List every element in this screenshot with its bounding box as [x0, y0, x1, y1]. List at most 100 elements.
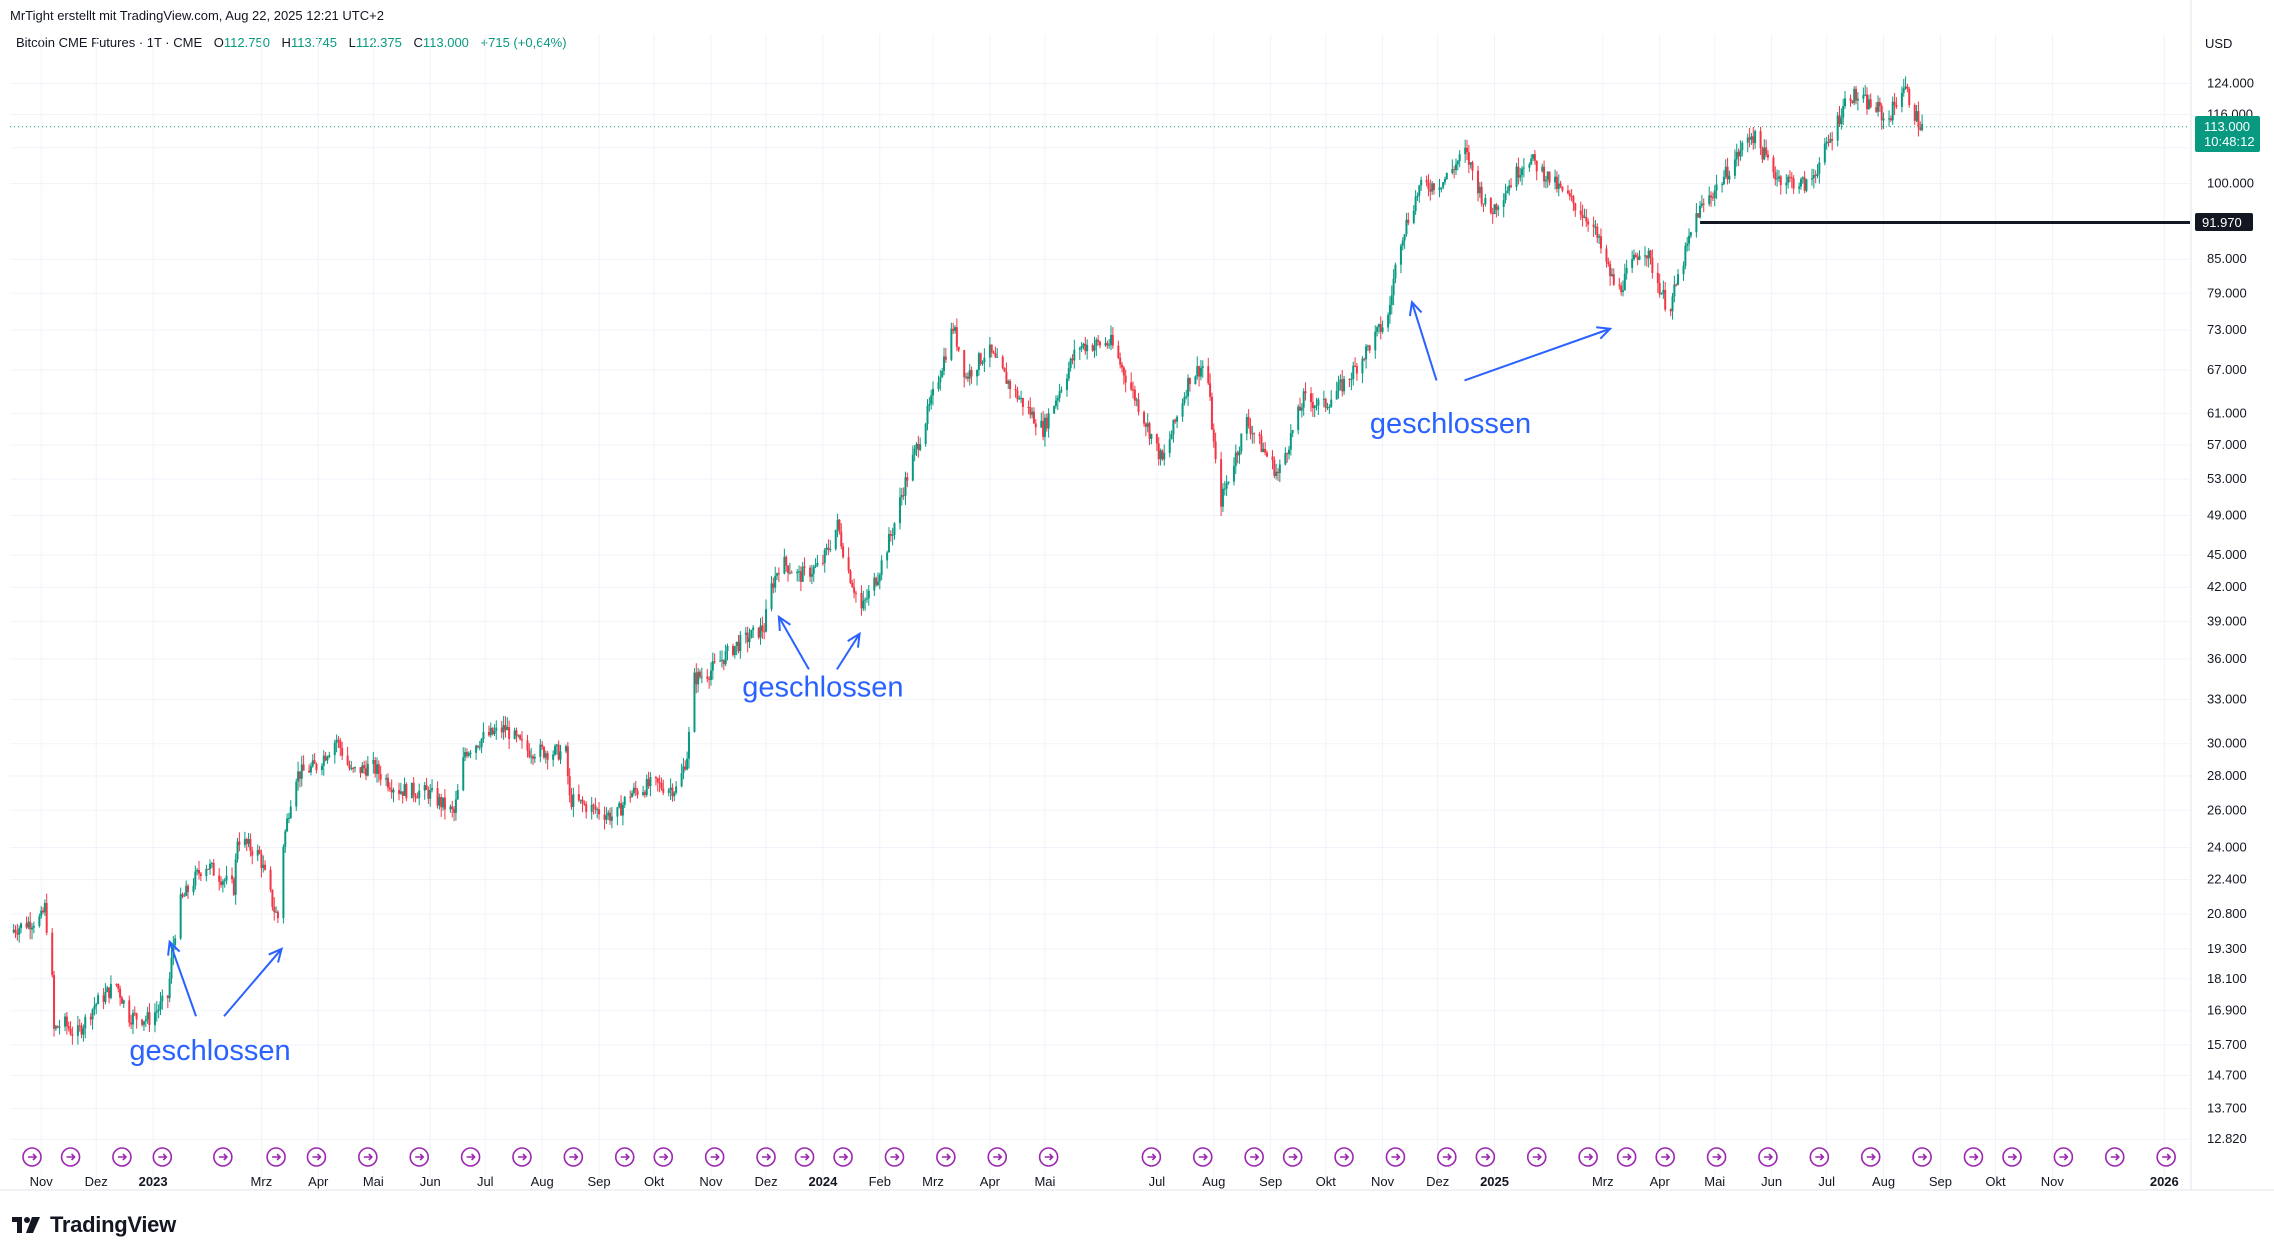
- candle-body: [1405, 219, 1408, 235]
- candle-body: [605, 815, 608, 820]
- candle-body: [295, 781, 298, 807]
- candle-body: [1849, 98, 1852, 101]
- candle-body: [1214, 441, 1217, 460]
- y-tick-label: 18.100: [2207, 971, 2247, 986]
- tradingview-logo[interactable]: TradingView: [12, 1212, 176, 1238]
- candle-body: [1605, 248, 1608, 262]
- candle-body: [335, 739, 338, 743]
- candle-body: [1258, 434, 1261, 436]
- candle-body: [1135, 399, 1138, 401]
- candle-body: [1649, 250, 1652, 258]
- candle-body: [1735, 151, 1738, 160]
- candle-body: [1579, 210, 1582, 215]
- event-marker: [1282, 1147, 1303, 1167]
- candle-body: [955, 327, 958, 347]
- candle-body: [757, 627, 760, 638]
- x-tick-label: Jul: [1149, 1174, 1166, 1189]
- candle-body: [530, 756, 533, 758]
- candle-body: [67, 1026, 70, 1029]
- currency-label[interactable]: USD: [2205, 36, 2232, 51]
- candle-body: [300, 764, 303, 779]
- candle-body: [194, 871, 197, 886]
- candle-body: [1297, 406, 1300, 431]
- symbol-name[interactable]: Bitcoin CME Futures · 1T · CME: [16, 35, 203, 50]
- x-tick-label: 2026: [2150, 1174, 2179, 1189]
- candle-body: [1348, 378, 1351, 380]
- candle-body: [1688, 235, 1691, 244]
- event-marker: [358, 1147, 378, 1167]
- candle-body: [135, 1013, 138, 1020]
- x-tick-label: Sep: [1929, 1174, 1952, 1189]
- candle-body: [774, 575, 777, 588]
- candle-body: [1888, 118, 1891, 120]
- annotation-arrow: [223, 948, 283, 1017]
- candle-body: [950, 328, 953, 360]
- candle-body: [1632, 254, 1635, 260]
- candle-body: [513, 730, 516, 739]
- candle-body: [425, 785, 428, 790]
- candle-body: [1908, 88, 1911, 105]
- candle-body: [981, 362, 984, 364]
- candle-body: [1271, 456, 1274, 460]
- candle-body: [431, 788, 434, 791]
- candle-body: [153, 1012, 156, 1026]
- candle-body: [854, 592, 857, 594]
- candle-body: [1466, 147, 1469, 153]
- candle-body: [1073, 349, 1076, 361]
- candle-body: [245, 839, 248, 844]
- candle-body: [1425, 179, 1428, 183]
- candle-body: [1078, 348, 1081, 350]
- event-marker-arrow-icon: [941, 1153, 951, 1161]
- candle-body: [783, 556, 786, 574]
- candle-body: [412, 782, 415, 796]
- candle-body: [1324, 398, 1327, 408]
- candle-body: [1299, 406, 1302, 411]
- candle-body: [1377, 324, 1380, 328]
- candle-body: [106, 987, 109, 992]
- candle-body: [904, 477, 907, 496]
- candle-body: [1005, 371, 1008, 384]
- candle-body: [273, 907, 276, 913]
- candle-body: [941, 370, 944, 378]
- candle-body: [210, 862, 213, 865]
- candle-body: [585, 804, 588, 812]
- candle-body: [594, 805, 597, 810]
- candle-body: [1388, 305, 1391, 315]
- current-price-badge: 113.000 10:48:12: [2195, 116, 2260, 152]
- candle-body: [141, 1019, 144, 1025]
- candle-body: [212, 862, 215, 876]
- event-marker: [563, 1147, 584, 1167]
- y-tick-label: 39.000: [2207, 614, 2247, 629]
- candle-body: [776, 573, 779, 576]
- candle-body: [799, 571, 802, 582]
- candle-body: [1618, 284, 1621, 286]
- y-tick-label: 33.000: [2207, 691, 2247, 706]
- candle-body: [572, 794, 575, 807]
- candle-body: [410, 782, 413, 799]
- candle-body: [772, 583, 775, 588]
- candle-body: [1097, 339, 1100, 342]
- candle-body: [247, 839, 250, 844]
- candle-body: [1225, 483, 1228, 489]
- candle-body: [1146, 423, 1149, 427]
- candle-body: [84, 1016, 87, 1029]
- candle-body: [185, 885, 188, 896]
- candle-body: [809, 567, 812, 577]
- candle-body: [1607, 261, 1610, 265]
- candle-body: [78, 1025, 81, 1027]
- candle-body: [1829, 138, 1832, 143]
- candle-body: [1711, 197, 1714, 199]
- candle-body: [1122, 367, 1125, 376]
- candle-body: [632, 787, 635, 794]
- candle-body: [1148, 423, 1151, 439]
- annotation-arrow: [168, 941, 197, 1017]
- candle-body: [1891, 101, 1894, 121]
- candle-body: [1181, 403, 1184, 417]
- candle-body: [287, 817, 290, 819]
- event-marker-arrow-icon: [415, 1153, 425, 1161]
- candle-body: [1660, 293, 1663, 295]
- candle-body: [1084, 343, 1087, 352]
- candle-body: [821, 562, 824, 564]
- candle-body: [1739, 150, 1742, 157]
